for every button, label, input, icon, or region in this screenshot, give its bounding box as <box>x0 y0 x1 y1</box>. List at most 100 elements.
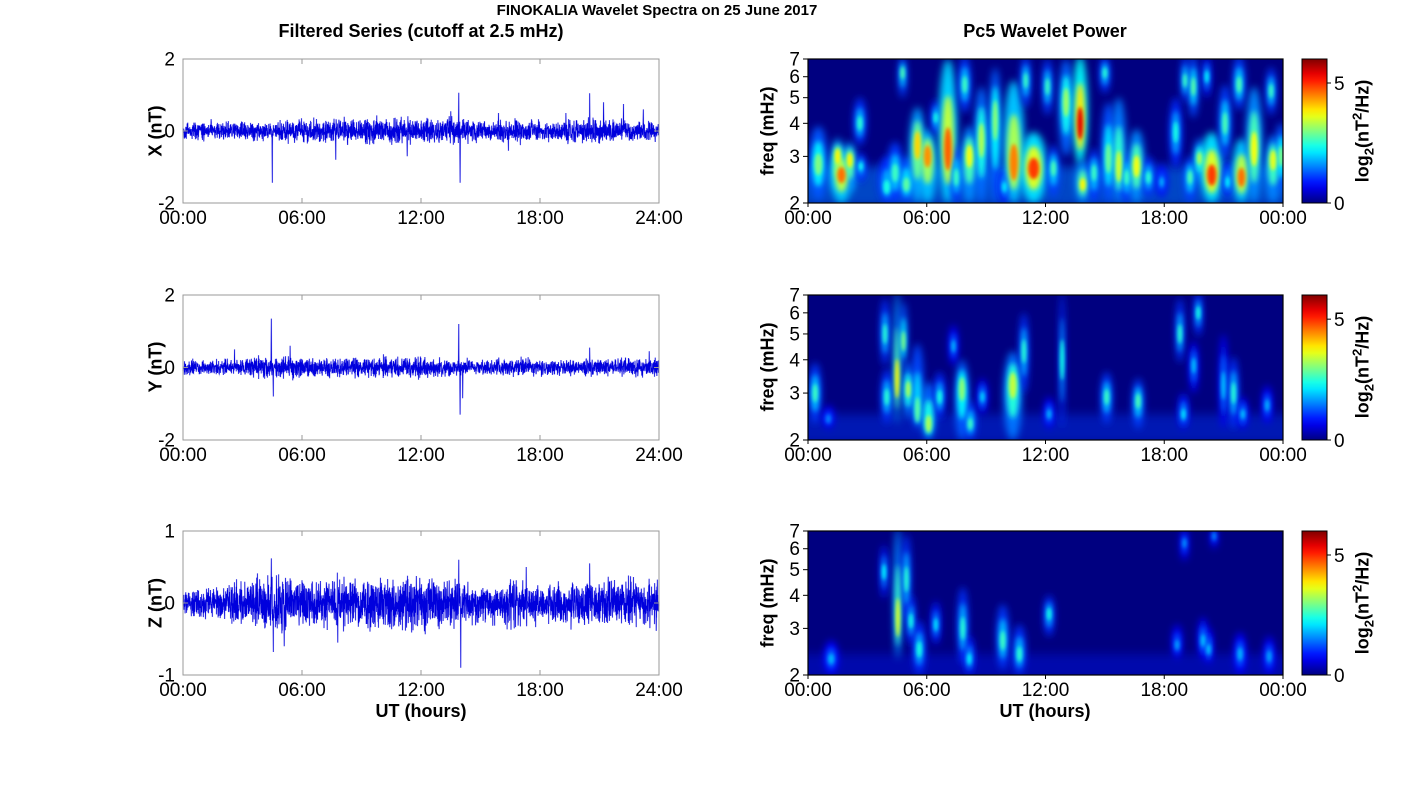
colorbar-label-text: /Hz) <box>1352 551 1373 585</box>
x-tick-label: 00:00 <box>159 680 207 701</box>
y-tick-label: 0 <box>164 594 175 615</box>
y-tick-label: 5 <box>789 560 800 581</box>
x-tick-label: 00:00 <box>784 208 832 229</box>
colorbar-label: log2(nT2/Hz) <box>1350 316 1377 418</box>
colorbar-label: log2(nT2/Hz) <box>1350 552 1377 654</box>
colorbar-label-text: (nT <box>1352 356 1373 384</box>
y-tick-label: 1 <box>164 522 175 543</box>
colorbar-tick-label: 5 <box>1334 546 1345 567</box>
y-tick-label: 2 <box>789 431 800 452</box>
right-column-title: Pc5 Wavelet Power <box>963 21 1127 41</box>
colorbar-label-text: (nT <box>1352 592 1373 620</box>
y-wavelet-ylabel: freq (mHz) <box>757 322 778 412</box>
y-series-ylabel: Y (nT) <box>145 341 166 393</box>
x-tick-label: 18:00 <box>516 445 564 466</box>
z-filtered-series-panel: 00:00 06:00 12:00 18:00 24:00 -1 0 1 <box>158 522 683 702</box>
colorbar-label-text: log <box>1352 155 1373 183</box>
x-tick-label: 12:00 <box>397 208 445 229</box>
figure-title: FINOKALIA Wavelet Spectra on 25 June 201… <box>496 2 818 19</box>
y-tick-label: 2 <box>164 286 175 307</box>
colorbar-label: log2(nT2/Hz) <box>1350 80 1377 182</box>
y-tick-label: 6 <box>789 539 800 560</box>
x-wavelet-ylabel: freq (mHz) <box>757 86 778 176</box>
colorbar-label-text: (nT <box>1352 120 1373 148</box>
x-tick-label: 06:00 <box>903 208 951 229</box>
z-wavelet-power-colorbar: 05 <box>1301 530 1345 687</box>
x-tick-label: 18:00 <box>1140 445 1188 466</box>
colorbar-label-text: /Hz) <box>1352 79 1373 113</box>
y-tick-label: 5 <box>789 88 800 109</box>
y-tick-label: 6 <box>789 67 800 88</box>
y-wavelet-power-colorbar: 05 <box>1301 294 1345 452</box>
y-wavelet-power-heatmap <box>808 295 1283 440</box>
colorbar-label-subscript: 2 <box>1361 147 1377 156</box>
colorbar-tick-label: 0 <box>1334 666 1345 687</box>
y-tick-label: 2 <box>789 194 800 215</box>
colorbar-label-subscript: 2 <box>1361 383 1377 392</box>
x-tick-label: 06:00 <box>278 208 326 229</box>
y-tick-label: 2 <box>164 50 175 71</box>
x-tick-label: 12:00 <box>1022 445 1070 466</box>
y-tick-label: -2 <box>158 194 175 215</box>
x-tick-label: 12:00 <box>1022 680 1070 701</box>
y-tick-label: 6 <box>789 303 800 324</box>
y-tick-label: 4 <box>789 586 800 607</box>
colorbar-label-superscript: 2 <box>1349 112 1365 121</box>
x-tick-label: 18:00 <box>1140 680 1188 701</box>
colorbar-label-text: log <box>1352 391 1373 419</box>
x-tick-label: 00:00 <box>1259 680 1307 701</box>
x-tick-label: 00:00 <box>1259 445 1307 466</box>
x-tick-label: 06:00 <box>903 445 951 466</box>
z-wavelet-ylabel: freq (mHz) <box>757 558 778 648</box>
y-tick-label: 4 <box>789 350 800 371</box>
colorbar-tick-label: 5 <box>1334 74 1345 95</box>
x-tick-label: 00:00 <box>784 680 832 701</box>
y-filtered-series-panel: 00:00 06:00 12:00 18:00 24:00 -2 0 2 <box>158 286 683 467</box>
x-tick-label: 24:00 <box>635 680 683 701</box>
x-wavelet-power-colorbar: 05 <box>1301 58 1345 215</box>
colorbar-tick-label: 0 <box>1334 194 1345 215</box>
x-tick-label: 00:00 <box>159 445 207 466</box>
y-tick-label: 4 <box>789 114 800 135</box>
y-tick-label: 7 <box>789 522 800 543</box>
y-tick-label: 2 <box>789 666 800 687</box>
x-tick-label: 24:00 <box>635 445 683 466</box>
left-column-title: Filtered Series (cutoff at 2.5 mHz) <box>278 21 564 41</box>
y-filtered-series-line <box>182 318 660 415</box>
x-tick-label: 06:00 <box>278 680 326 701</box>
x-wavelet-power-heatmap <box>808 59 1283 203</box>
right-xaxis-label: UT (hours) <box>999 701 1091 721</box>
y-tick-label: -1 <box>158 666 175 687</box>
x-tick-label: 12:00 <box>397 680 445 701</box>
y-tick-label: -2 <box>158 431 175 452</box>
y-tick-label: 3 <box>789 147 800 168</box>
colorbar-label-superscript: 2 <box>1349 584 1365 593</box>
x-filtered-series-line <box>182 92 660 183</box>
colorbar-label-subscript: 2 <box>1361 619 1377 628</box>
z-wavelet-power-heatmap <box>808 531 1283 675</box>
colorbar-label-superscript: 2 <box>1349 348 1365 357</box>
y-tick-label: 0 <box>164 122 175 143</box>
colorbar-tick-label: 5 <box>1334 310 1345 331</box>
y-tick-label: 3 <box>789 384 800 405</box>
colorbar-tick-label: 0 <box>1334 431 1345 452</box>
x-tick-label: 18:00 <box>516 208 564 229</box>
x-filtered-series-panel: 00:00 06:00 12:00 18:00 24:00 -2 0 2 <box>158 50 683 230</box>
y-tick-label: 7 <box>789 286 800 307</box>
x-tick-label: 06:00 <box>903 680 951 701</box>
colorbar-label-text: /Hz) <box>1352 315 1373 349</box>
x-tick-label: 06:00 <box>278 445 326 466</box>
x-tick-label: 00:00 <box>1259 208 1307 229</box>
x-series-ylabel: X (nT) <box>145 105 166 157</box>
x-tick-label: 00:00 <box>159 208 207 229</box>
x-tick-label: 12:00 <box>1022 208 1070 229</box>
y-tick-label: 5 <box>789 324 800 345</box>
x-tick-label: 00:00 <box>784 445 832 466</box>
x-tick-label: 18:00 <box>516 680 564 701</box>
